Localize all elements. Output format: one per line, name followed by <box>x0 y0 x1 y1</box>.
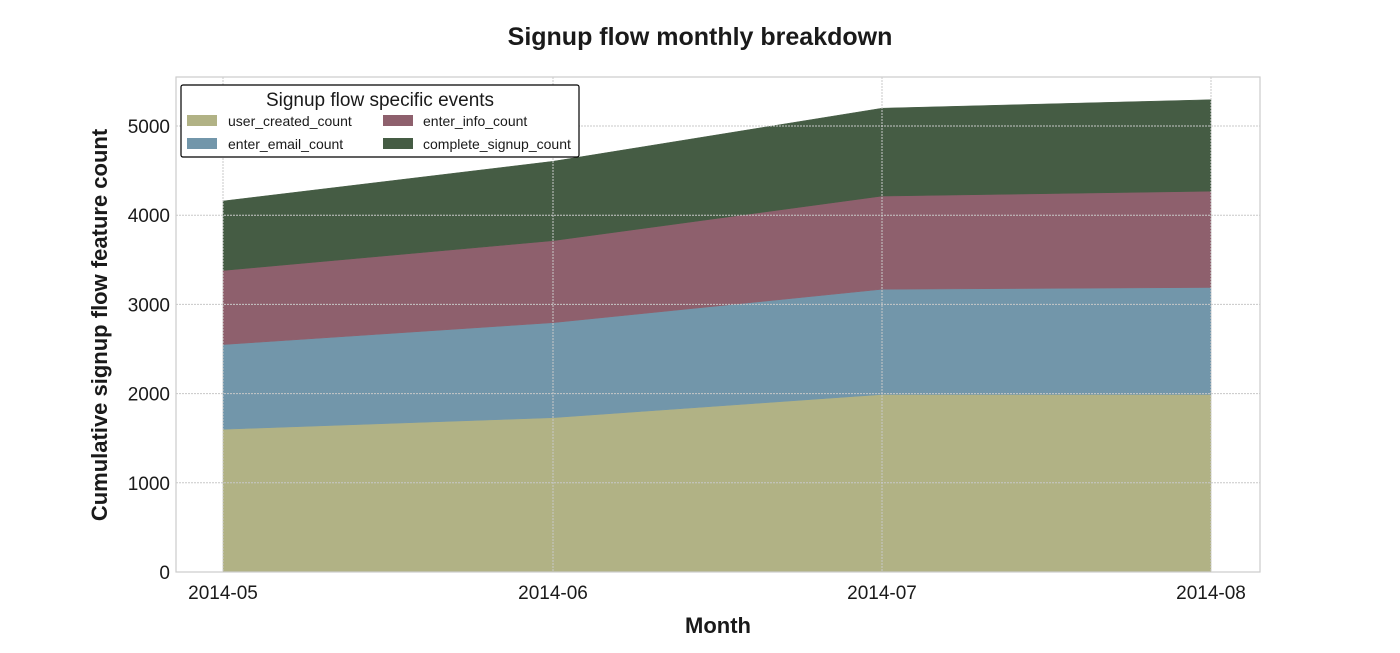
y-tick-label: 4000 <box>128 206 170 227</box>
legend-swatch <box>383 138 413 149</box>
y-tick-label: 0 <box>159 563 170 584</box>
x-tick-label: 2014-08 <box>1176 583 1246 604</box>
legend-title: Signup flow specific events <box>266 90 494 111</box>
area-layers <box>222 99 1212 573</box>
y-tick-label: 1000 <box>128 474 170 495</box>
y-tick-labels: 0 1000 2000 3000 4000 5000 <box>128 117 170 584</box>
legend-label: enter_email_count <box>228 136 343 152</box>
legend-swatch <box>187 138 217 149</box>
grid-lines <box>176 77 1260 572</box>
chart-title: Signup flow monthly breakdown <box>508 23 893 51</box>
y-tick-label: 2000 <box>128 385 170 406</box>
legend-swatch <box>187 115 217 126</box>
legend-label: enter_info_count <box>423 113 527 129</box>
x-tick-label: 2014-05 <box>188 583 258 604</box>
legend-swatch <box>383 115 413 126</box>
plot-frame <box>175 76 1261 573</box>
legend-box <box>180 84 580 158</box>
y-axis-title: Cumulative signup flow feature count <box>87 128 112 521</box>
x-tick-label: 2014-06 <box>518 583 588 604</box>
x-tick-label: 2014-07 <box>847 583 917 604</box>
x-tick-labels: 2014-05 2014-06 2014-07 2014-08 <box>188 583 1246 604</box>
legend: Signup flow specific events user_created… <box>180 84 580 158</box>
x-axis-title: Month <box>685 613 751 638</box>
y-tick-label: 5000 <box>128 117 170 138</box>
legend-label: user_created_count <box>228 113 352 129</box>
y-tick-label: 3000 <box>128 295 170 316</box>
legend-label: complete_signup_count <box>423 136 571 152</box>
